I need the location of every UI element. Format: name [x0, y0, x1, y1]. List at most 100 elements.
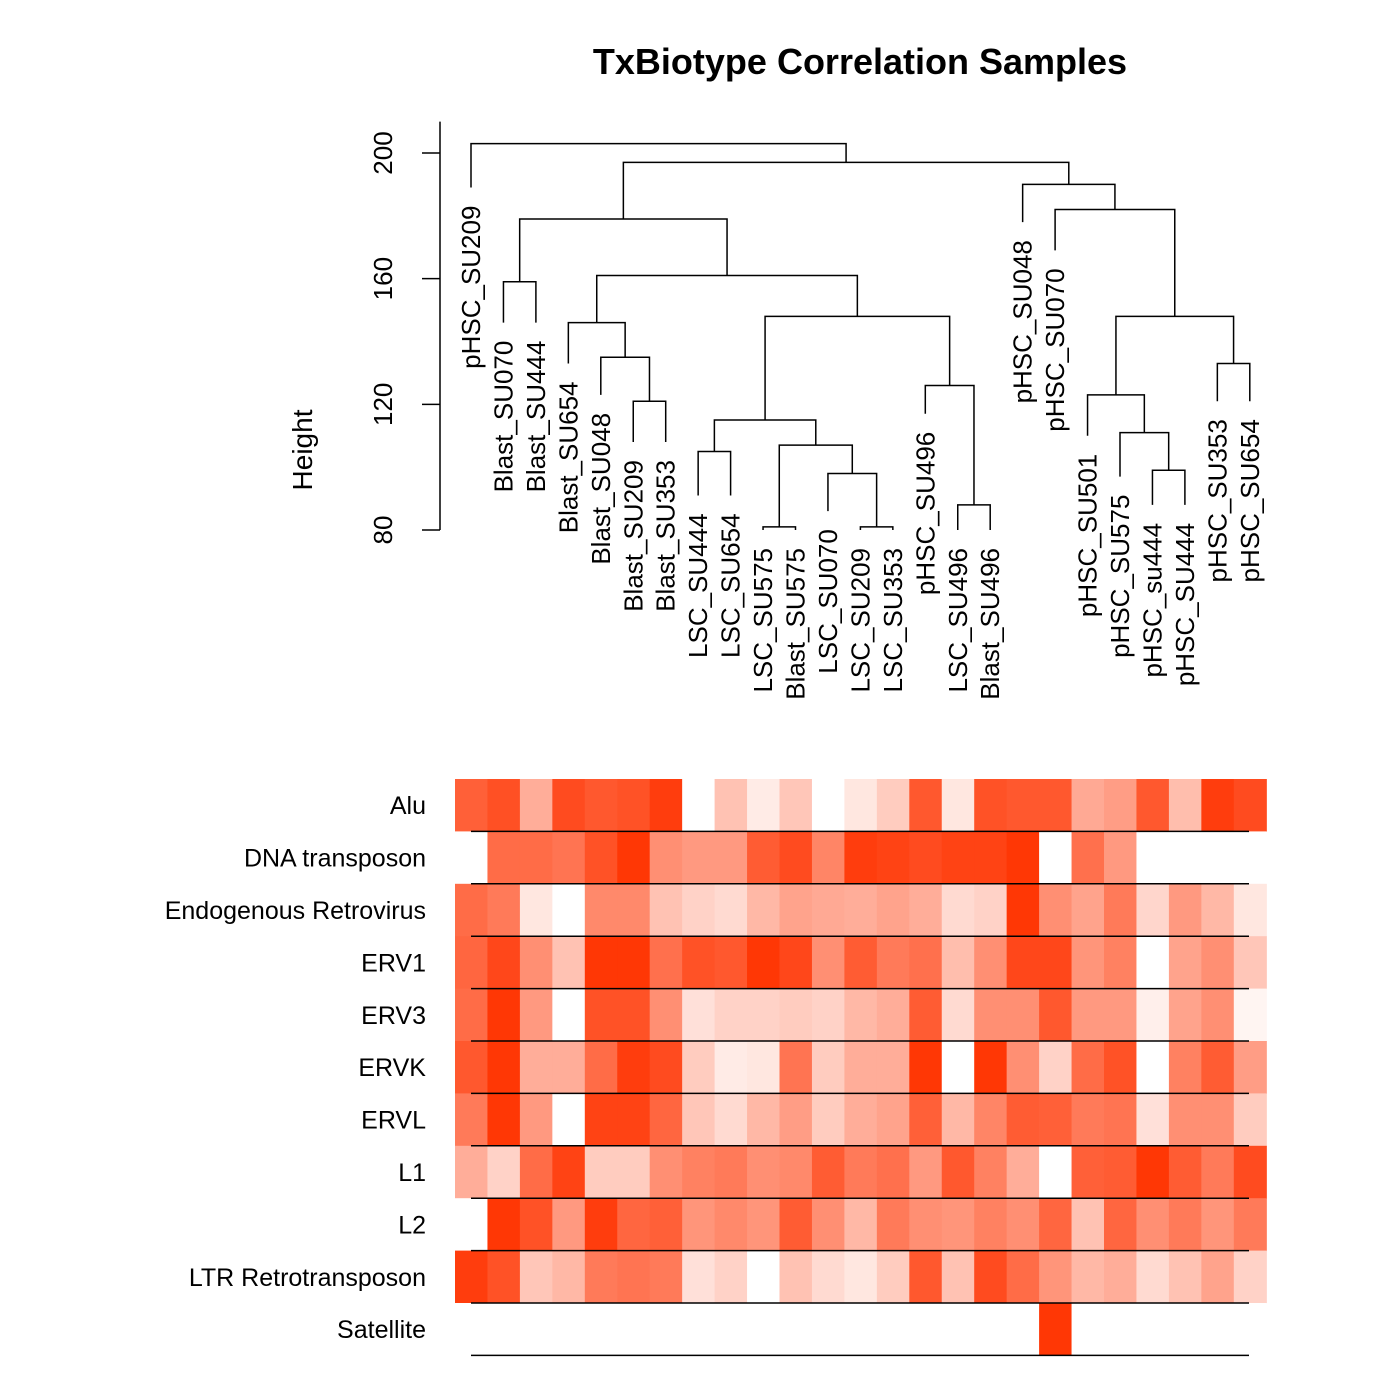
heatmap-cell: [941, 831, 975, 885]
heatmap-cell: [1201, 831, 1235, 885]
heatmap-cell: [974, 1145, 1008, 1199]
heatmap-cell: [455, 1250, 489, 1304]
heatmap-cell: [909, 1250, 943, 1304]
heatmap-cell: [909, 883, 943, 937]
heatmap-cell: [909, 1198, 943, 1252]
heatmap-cell: [779, 988, 813, 1042]
heatmap-cell: [1071, 1145, 1105, 1199]
heatmap-cell: [455, 883, 489, 937]
heatmap-cell: [844, 1093, 878, 1147]
heatmap-cell: [844, 883, 878, 937]
leaf-label: pHSC_SU496: [910, 432, 940, 595]
heatmap-cell: [1006, 831, 1040, 885]
heatmap-cell: [584, 988, 618, 1042]
heatmap-cell: [1201, 936, 1235, 990]
heatmap-cell: [584, 1093, 618, 1147]
heatmap-cell: [941, 1145, 975, 1199]
leaf-label: LSC_SU496: [943, 548, 973, 693]
heatmap-cell: [811, 831, 845, 885]
heatmap-cell: [1168, 1041, 1202, 1094]
heatmap-cell: [455, 1303, 489, 1356]
heatmap-cell: [617, 1198, 651, 1252]
heatmap-cell: [1233, 1250, 1267, 1304]
heatmap-cell: [519, 1198, 553, 1252]
leaf-label: pHSC_SU353: [1202, 419, 1232, 582]
heatmap-cell: [519, 1041, 553, 1094]
heatmap-cell: [1136, 1303, 1170, 1356]
heatmap-cell: [747, 988, 781, 1042]
leaf-label: Blast_SU048: [586, 413, 616, 565]
heatmap-cell: [1233, 1145, 1267, 1199]
heatmap-cell: [1201, 1145, 1235, 1199]
heatmap-cell: [552, 1250, 586, 1304]
dendrogram-branch: [827, 472, 878, 527]
heatmap-cell: [1233, 883, 1267, 937]
heatmap-cell: [844, 1145, 878, 1199]
heatmap-cell: [876, 988, 910, 1042]
row-label: Endogenous Retrovirus: [165, 897, 426, 925]
heatmap-cell: [1168, 831, 1202, 885]
heatmap-cell: [584, 1041, 618, 1094]
heatmap-cell: [844, 936, 878, 990]
leaf-label: pHSC_su444: [1137, 523, 1167, 678]
heatmap-cell: [974, 1303, 1008, 1356]
heatmap-cell: [487, 1198, 521, 1252]
heatmap-cell: [584, 1145, 618, 1199]
heatmap-cell: [844, 988, 878, 1042]
row-label: L2: [398, 1211, 426, 1239]
heatmap-cell: [876, 936, 910, 990]
heatmap-cell: [1168, 988, 1202, 1042]
heatmap-cell: [584, 1250, 618, 1304]
heatmap-cell: [1071, 936, 1105, 990]
heatmap-cell: [617, 1145, 651, 1199]
heatmap-cell: [1136, 1145, 1170, 1199]
heatmap-cell: [714, 1041, 748, 1094]
heatmap-cell: [487, 936, 521, 990]
chart-title: TxBiotype Correlation Samples: [593, 41, 1127, 82]
heatmap-cell: [455, 936, 489, 990]
heatmap-cell: [876, 1041, 910, 1094]
heatmap-cell: [974, 1250, 1008, 1304]
heatmap-cell: [811, 883, 845, 937]
heatmap-cell: [1006, 1041, 1040, 1094]
row-label: ERV3: [361, 1002, 426, 1030]
heatmap-cell: [909, 1145, 943, 1199]
leaf-label: Blast_SU209: [618, 460, 648, 612]
heatmap-cell: [779, 1093, 813, 1147]
dendrogram-branch: [622, 161, 1070, 219]
heatmap-cell: [519, 883, 553, 937]
heatmap-cell: [617, 883, 651, 937]
y-tick-label: 80: [368, 516, 398, 545]
dendrogram-branch: [595, 274, 859, 323]
dendrogram-branch: [697, 450, 732, 496]
heatmap-cell: [455, 988, 489, 1042]
heatmap-cell: [487, 1093, 521, 1147]
heatmap-cell: [1039, 779, 1073, 832]
heatmap-cell: [584, 936, 618, 990]
heatmap-cell: [1136, 936, 1170, 990]
heatmap-cell: [909, 1093, 943, 1147]
heatmap-cell: [1006, 1198, 1040, 1252]
heatmap-cell: [1201, 779, 1235, 832]
heatmap-cell: [682, 1145, 716, 1199]
heatmap-cell: [714, 988, 748, 1042]
heatmap-row-labels: Alu DNA transposon Endogenous Retrovirus ER…: [165, 792, 427, 1344]
heatmap-cell: [649, 883, 683, 937]
heatmap-row-separators: [471, 830, 1249, 1357]
heatmap-cell: [811, 1145, 845, 1199]
heatmap-cell: [714, 1198, 748, 1252]
dendrogram-branch: [957, 504, 991, 530]
heatmap-cell: [1006, 1250, 1040, 1304]
heatmap-cell: [909, 988, 943, 1042]
heatmap-cell: [1168, 1250, 1202, 1304]
heatmap-cell: [1201, 1198, 1235, 1252]
heatmap-cell: [552, 1198, 586, 1252]
heatmap-cell: [519, 936, 553, 990]
leaf-label: pHSC_SU048: [1008, 240, 1038, 403]
leaf-label: Blast_SU353: [651, 460, 681, 612]
heatmap-cell: [1104, 883, 1138, 937]
heatmap-cell: [1071, 1041, 1105, 1094]
heatmap-cell: [909, 936, 943, 990]
heatmap-cell: [519, 779, 553, 832]
heatmap-cell: [1006, 936, 1040, 990]
